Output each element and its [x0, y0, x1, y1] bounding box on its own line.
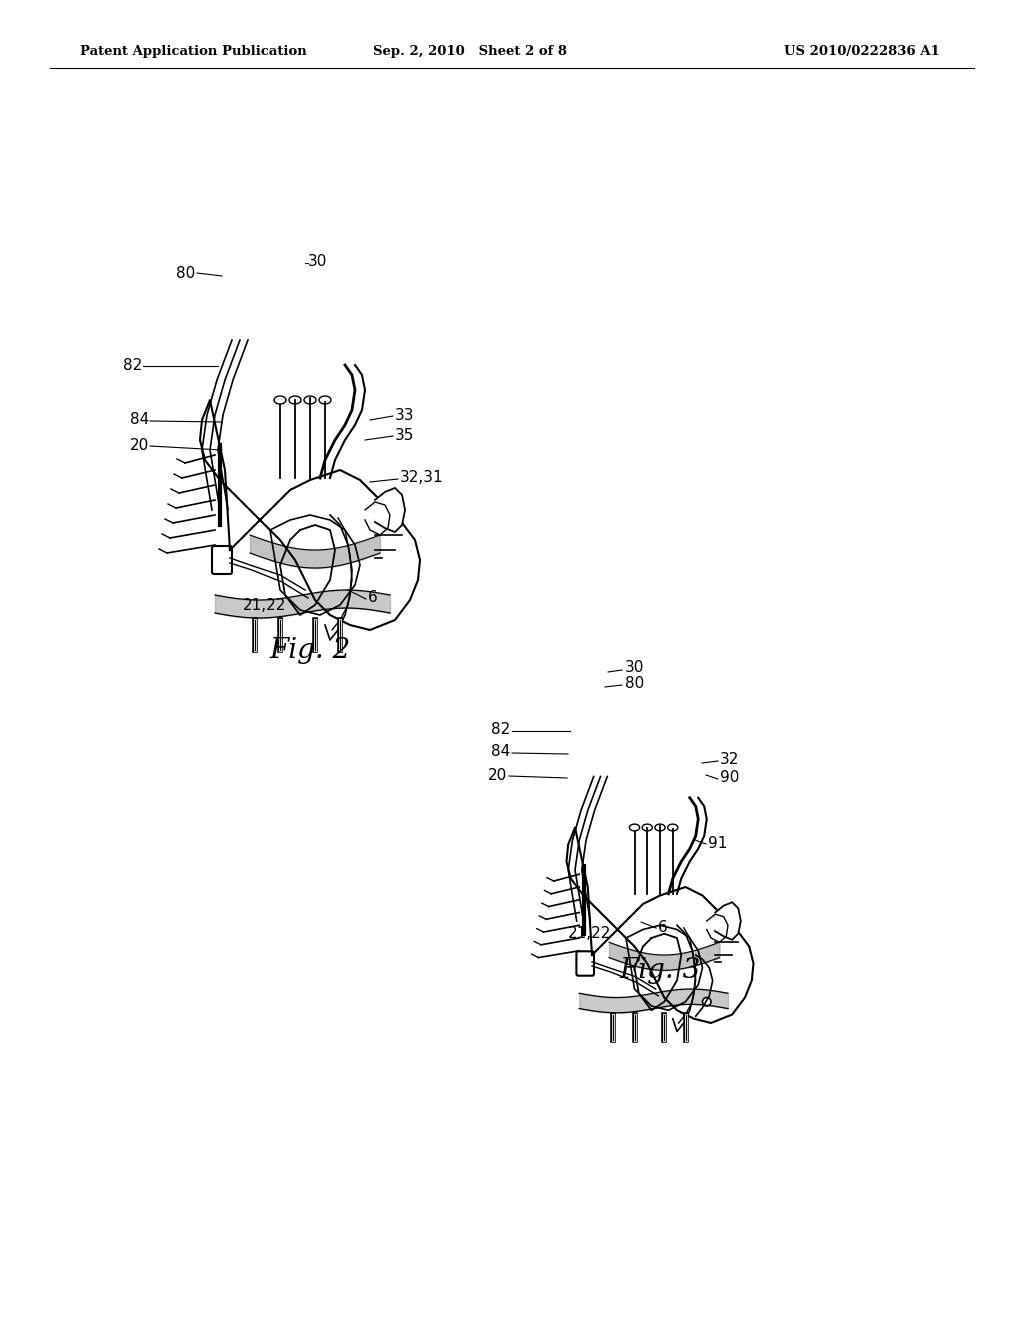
Text: 82: 82 — [490, 722, 510, 738]
Text: 32,31: 32,31 — [400, 470, 443, 486]
Text: US 2010/0222836 A1: US 2010/0222836 A1 — [784, 45, 940, 58]
FancyBboxPatch shape — [577, 952, 594, 975]
Text: 91: 91 — [708, 836, 727, 850]
Text: 21,22: 21,22 — [568, 925, 611, 940]
Text: 90: 90 — [720, 771, 739, 785]
Text: 32: 32 — [720, 752, 739, 767]
Text: 30: 30 — [308, 255, 328, 269]
Text: 33: 33 — [395, 408, 415, 422]
Text: 82: 82 — [123, 358, 142, 372]
Text: Patent Application Publication: Patent Application Publication — [80, 45, 307, 58]
Polygon shape — [375, 488, 406, 532]
Text: Fig. 3: Fig. 3 — [620, 957, 700, 983]
Polygon shape — [715, 903, 740, 940]
Text: 21,22: 21,22 — [244, 598, 287, 612]
Text: 84: 84 — [130, 412, 150, 428]
Text: 30: 30 — [625, 660, 644, 676]
Text: 80: 80 — [176, 265, 195, 281]
Text: 80: 80 — [625, 676, 644, 690]
Text: 20: 20 — [130, 437, 150, 453]
Circle shape — [702, 998, 711, 1006]
Text: 6: 6 — [368, 590, 378, 606]
Text: 35: 35 — [395, 428, 415, 442]
Text: 20: 20 — [487, 767, 507, 783]
Text: 6: 6 — [658, 920, 668, 935]
Text: Sep. 2, 2010   Sheet 2 of 8: Sep. 2, 2010 Sheet 2 of 8 — [373, 45, 567, 58]
FancyBboxPatch shape — [212, 546, 232, 574]
Text: 84: 84 — [490, 744, 510, 759]
Text: Fig. 2: Fig. 2 — [269, 636, 350, 664]
